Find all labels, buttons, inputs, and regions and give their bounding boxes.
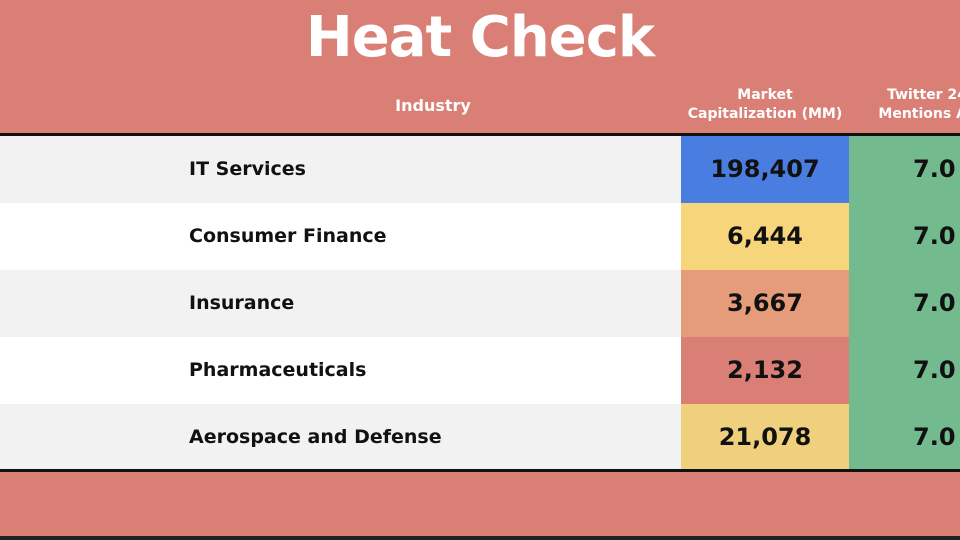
column-header-twitter-line1: Twitter 24h — [887, 87, 960, 103]
industry-cell: Pharmaceuticals — [189, 359, 367, 381]
column-header-market-cap-line2: Capitalization (MM) — [687, 106, 843, 122]
column-header-market-cap-line1: Market — [737, 87, 793, 103]
market-cap-cell: 21,078 — [681, 404, 849, 471]
industry-cell: Aerospace and Defense — [189, 426, 442, 448]
table-row: IT Services 198,407 7.0 — [0, 136, 960, 203]
industry-cell: IT Services — [189, 158, 306, 180]
column-header-twitter-mentions: Twitter 24h Mentions Avg — [852, 86, 960, 124]
table-row: Consumer Finance 6,444 7.0 — [0, 203, 960, 270]
table-bottom-border — [0, 469, 960, 472]
twitter-mentions-value: 7.0 — [913, 289, 956, 317]
slide-bottom-border — [0, 536, 960, 540]
twitter-mentions-cell: 7.0 — [849, 404, 960, 471]
industry-cell: Consumer Finance — [189, 225, 387, 247]
market-cap-cell: 198,407 — [681, 136, 849, 203]
industry-cell: Insurance — [189, 292, 295, 314]
twitter-mentions-cell: 7.0 — [849, 270, 960, 337]
twitter-mentions-cell: 7.0 — [849, 337, 960, 404]
table-row: Insurance 3,667 7.0 — [0, 270, 960, 337]
twitter-mentions-value: 7.0 — [913, 155, 956, 183]
twitter-mentions-value: 7.0 — [913, 356, 956, 384]
page-title: Heat Check — [305, 5, 655, 70]
twitter-mentions-cell: 7.0 — [849, 203, 960, 270]
column-header-market-cap: Market Capitalization (MM) — [681, 86, 849, 124]
twitter-mentions-value: 7.0 — [913, 423, 956, 451]
twitter-mentions-value: 7.0 — [913, 222, 956, 250]
market-cap-cell: 2,132 — [681, 337, 849, 404]
table-row: Pharmaceuticals 2,132 7.0 — [0, 337, 960, 404]
table-top-border — [0, 133, 960, 136]
market-cap-cell: 3,667 — [681, 270, 849, 337]
market-cap-cell: 6,444 — [681, 203, 849, 270]
column-header-industry: Industry — [395, 96, 471, 115]
table-row: Aerospace and Defense 21,078 7.0 — [0, 404, 960, 471]
twitter-mentions-cell: 7.0 — [849, 136, 960, 203]
column-header-twitter-line2: Mentions Avg — [878, 106, 960, 122]
